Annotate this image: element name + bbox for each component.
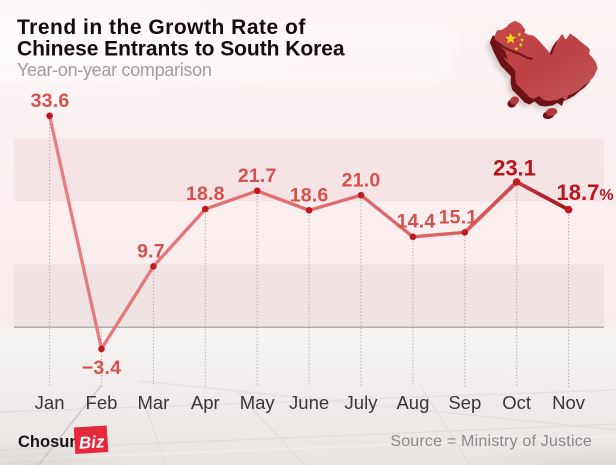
svg-text:18.7%: 18.7% [557, 180, 614, 205]
svg-text:Aug: Aug [396, 392, 429, 413]
svg-text:Oct: Oct [502, 392, 531, 413]
svg-text:Year-on-year comparison: Year-on-year comparison [17, 60, 212, 80]
svg-text:15.1: 15.1 [439, 207, 478, 229]
svg-text:June: June [289, 392, 329, 413]
svg-text:14.4: 14.4 [397, 211, 436, 233]
svg-text:Apr: Apr [191, 392, 220, 413]
svg-text:−3.4: −3.4 [82, 357, 121, 379]
svg-text:9.7: 9.7 [137, 241, 165, 263]
svg-text:Feb: Feb [86, 392, 118, 413]
svg-text:July: July [345, 392, 379, 413]
svg-text:Chosun: Chosun [18, 433, 79, 451]
svg-text:18.6: 18.6 [290, 185, 329, 207]
svg-text:Sep: Sep [448, 392, 481, 413]
svg-text:33.6: 33.6 [31, 90, 70, 112]
svg-text:May: May [240, 392, 276, 413]
svg-text:Nov: Nov [552, 392, 586, 413]
svg-text:18.8: 18.8 [186, 183, 225, 205]
svg-text:23.1: 23.1 [493, 156, 536, 181]
svg-text:Chinese Entrants to South Kore: Chinese Entrants to South Korea [17, 38, 345, 61]
svg-text:Mar: Mar [137, 392, 169, 413]
svg-text:21.7: 21.7 [238, 165, 277, 187]
svg-text:Biz: Biz [78, 432, 105, 453]
svg-text:21.0: 21.0 [342, 170, 381, 192]
svg-text:Jan: Jan [35, 392, 65, 413]
svg-text:Trend in the Growth Rate of: Trend in the Growth Rate of [17, 16, 306, 39]
svg-text:Source = Ministry of Justice: Source = Ministry of Justice [390, 433, 592, 450]
